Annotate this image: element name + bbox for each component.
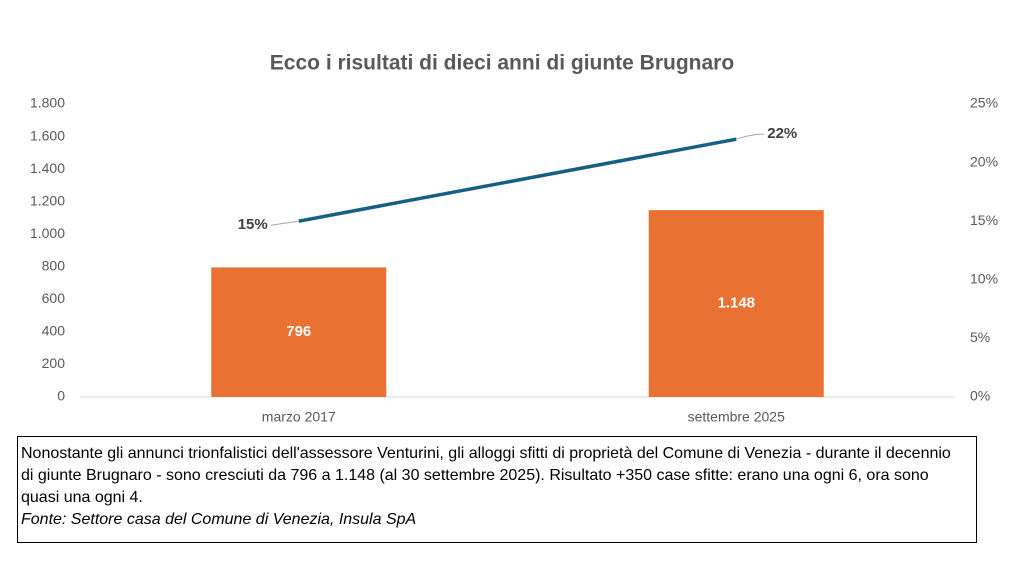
y2-tick-label: 25% xyxy=(970,95,998,111)
bar xyxy=(211,267,387,397)
y-tick-label: 400 xyxy=(42,323,66,339)
bar-value-label: 796 xyxy=(286,323,311,340)
y-tick-label: 0 xyxy=(57,388,65,404)
line-value-label: 15% xyxy=(238,216,268,233)
line-value-label: 22% xyxy=(767,125,797,142)
y-tick-label: 1.800 xyxy=(30,95,65,111)
leader-line xyxy=(736,133,765,140)
chart: Ecco i risultati di dieci anni di giunte… xyxy=(30,52,998,425)
note-box: Nonostante gli annunci trionfalistici de… xyxy=(17,436,977,543)
y-tick-label: 1.200 xyxy=(30,192,65,208)
y2-tick-label: 15% xyxy=(970,212,998,228)
y-tick-label: 1.000 xyxy=(30,225,65,241)
x-tick-label: marzo 2017 xyxy=(262,409,336,425)
y2-tick-label: 0% xyxy=(970,388,990,404)
y-tick-label: 600 xyxy=(42,290,66,306)
source: Fonte: Settore casa del Comune di Venezi… xyxy=(21,511,417,528)
note: Nonostante gli annunci trionfalistici de… xyxy=(21,445,951,506)
leader-line xyxy=(270,220,299,226)
y2-tick-label: 20% xyxy=(970,153,998,169)
y-tick-label: 800 xyxy=(42,257,66,273)
x-tick-label: settembre 2025 xyxy=(688,409,785,425)
y-tick-label: 200 xyxy=(42,355,66,371)
bar-value-label: 1.148 xyxy=(717,295,755,312)
bar xyxy=(648,210,824,397)
y-tick-label: 1.600 xyxy=(30,127,65,143)
y2-tick-label: 5% xyxy=(970,329,990,345)
y2-tick-label: 10% xyxy=(970,271,998,287)
chart-title: Ecco i risultati di dieci anni di giunte… xyxy=(270,52,734,75)
line xyxy=(298,137,737,223)
y-tick-label: 1.400 xyxy=(30,160,65,176)
